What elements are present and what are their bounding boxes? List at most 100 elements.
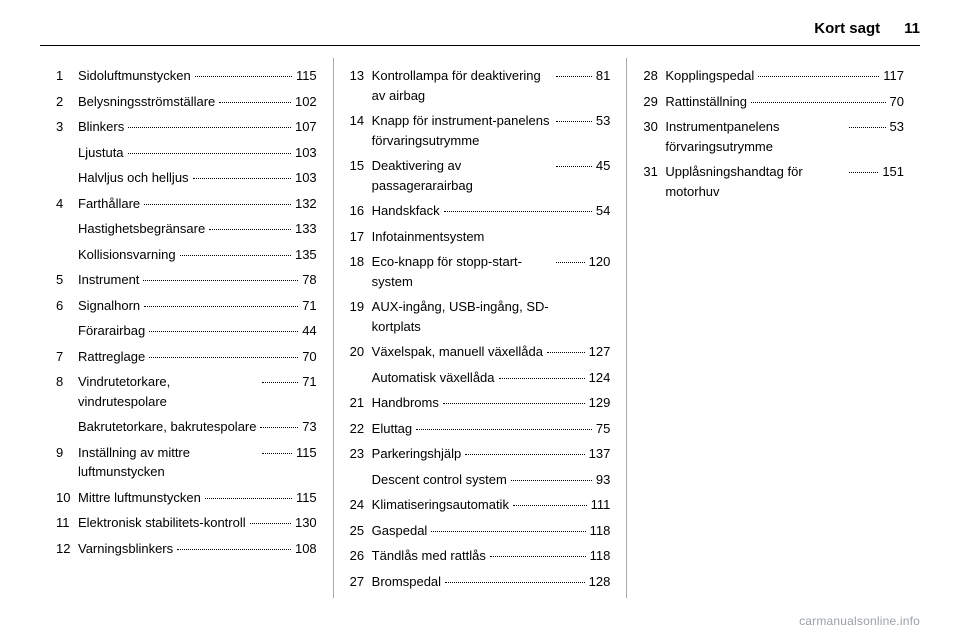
entry-label-wrap: Bakrutetorkare, bakrutespolare73: [78, 417, 317, 437]
index-entry: 23Parkeringshjälp137: [350, 444, 611, 464]
entry-label: Sidoluftmunstycken: [78, 66, 191, 86]
leader-dots: [751, 102, 886, 103]
entry-label-wrap: Elektronisk stabilitets-kontroll 130: [78, 513, 317, 533]
column-1: 1Sidoluftmunstycken1152Belysningsströmst…: [40, 58, 333, 598]
entry-number: 17: [350, 227, 372, 247]
entry-label: Inställning av mittre luftmunstycken: [78, 443, 258, 482]
leader-dots: [177, 549, 291, 550]
index-entry: 12Varningsblinkers108: [56, 539, 317, 559]
leader-dots: [556, 262, 585, 263]
index-entry: 3Blinkers107: [56, 117, 317, 137]
entry-label-wrap: Descent control system93: [372, 470, 611, 490]
index-entry: Hastighetsbegränsare133: [56, 219, 317, 239]
entry-page: 45: [596, 156, 610, 176]
index-entry: Bakrutetorkare, bakrutespolare73: [56, 417, 317, 437]
leader-dots: [250, 523, 291, 524]
entry-number: 25: [350, 521, 372, 541]
entry-label: Gaspedal: [372, 521, 428, 541]
entry-label-wrap: Instrument78: [78, 270, 317, 290]
index-entry: 6Signalhorn71: [56, 296, 317, 316]
index-entry: 21Handbroms129: [350, 393, 611, 413]
entry-number: 6: [56, 296, 78, 316]
entry-number: 31: [643, 162, 665, 182]
leader-dots: [445, 582, 585, 583]
index-entry: 19AUX-ingång, USB-ingång, SD-kortplats: [350, 297, 611, 336]
index-entry: 18Eco-knapp för stopp-start-system120: [350, 252, 611, 291]
entry-page: 102: [295, 92, 317, 112]
entry-label: Kollisionsvarning: [78, 245, 176, 265]
entry-label: Klimatiseringsautomatik: [372, 495, 509, 515]
entry-label-wrap: Handbroms129: [372, 393, 611, 413]
entry-label: Elektronisk stabilitets-kontroll: [78, 513, 246, 533]
entry-number: 20: [350, 342, 372, 362]
entry-number: 26: [350, 546, 372, 566]
entry-number: 10: [56, 488, 78, 508]
leader-dots: [513, 505, 587, 506]
index-entry: 14Knapp för instrument-panelens förvarin…: [350, 111, 611, 150]
entry-label-wrap: Eco-knapp för stopp-start-system120: [372, 252, 611, 291]
leader-dots: [209, 229, 291, 230]
section-title: Kort sagt: [814, 20, 880, 37]
entry-page: 129: [589, 393, 611, 413]
entry-page: 115: [296, 488, 317, 508]
entry-label-wrap: Instrumentpanelens förvaringsutrymme53: [665, 117, 904, 156]
index-entry: Descent control system93: [350, 470, 611, 490]
entry-page: 130: [295, 513, 317, 533]
entry-label: Eco-knapp för stopp-start-system: [372, 252, 552, 291]
leader-dots: [849, 127, 885, 128]
entry-label: Bromspedal: [372, 572, 441, 592]
entry-page: 70: [890, 92, 904, 112]
entry-label-wrap: Vindrutetorkare, vindrutespolare71: [78, 372, 317, 411]
entry-label: Handskfack: [372, 201, 440, 221]
leader-dots: [128, 127, 291, 128]
index-entry: 11Elektronisk stabilitets-kontroll 130: [56, 513, 317, 533]
entry-label: Växelspak, manuell växellåda: [372, 342, 543, 362]
entry-label: Eluttag: [372, 419, 412, 439]
index-entry: 2Belysningsströmställare102: [56, 92, 317, 112]
entry-number: 11: [56, 513, 78, 533]
entry-label-wrap: Parkeringshjälp137: [372, 444, 611, 464]
leader-dots: [260, 427, 298, 428]
index-entry: 22Eluttag 75: [350, 419, 611, 439]
entry-label: Ljustuta: [78, 143, 124, 163]
index-entry: Automatisk växellåda124: [350, 368, 611, 388]
entry-label: Signalhorn: [78, 296, 140, 316]
entry-page: 81: [596, 66, 610, 86]
entry-number: 13: [350, 66, 372, 86]
entry-label: Halvljus och helljus: [78, 168, 189, 188]
index-entry: 28Kopplingspedal117: [643, 66, 904, 86]
entry-label: Blinkers: [78, 117, 124, 137]
entry-number: 18: [350, 252, 372, 272]
index-entry: 5Instrument78: [56, 270, 317, 290]
index-entry: 4Farthållare132: [56, 194, 317, 214]
index-entry: 20Växelspak, manuell växellåda127: [350, 342, 611, 362]
entry-label-wrap: Blinkers107: [78, 117, 317, 137]
entry-label-wrap: Upplåsningshandtag för motorhuv151: [665, 162, 904, 201]
leader-dots: [444, 211, 592, 212]
leader-dots: [443, 403, 585, 404]
leader-dots: [219, 102, 291, 103]
entry-page: 93: [596, 470, 610, 490]
entry-number: 23: [350, 444, 372, 464]
leader-dots: [128, 153, 291, 154]
entry-number: 3: [56, 117, 78, 137]
entry-number: 22: [350, 419, 372, 439]
entry-number: 2: [56, 92, 78, 112]
entry-page: 137: [589, 444, 611, 464]
entry-label: Tändlås med rattlås: [372, 546, 486, 566]
index-entry: 17Infotainmentsystem: [350, 227, 611, 247]
entry-number: 4: [56, 194, 78, 214]
entry-label: Upplåsningshandtag för motorhuv: [665, 162, 845, 201]
entry-label-wrap: AUX-ingång, USB-ingång, SD-kortplats: [372, 297, 611, 336]
entry-page: 75: [596, 419, 610, 439]
leader-dots: [149, 331, 298, 332]
entry-label: Kopplingspedal: [665, 66, 754, 86]
page-header: Kort sagt 11: [40, 20, 920, 46]
entry-label-wrap: Gaspedal118: [372, 521, 611, 541]
entry-label: Varningsblinkers: [78, 539, 173, 559]
leader-dots: [262, 382, 298, 383]
entry-label-wrap: Varningsblinkers108: [78, 539, 317, 559]
entry-number: 9: [56, 443, 78, 463]
index-entry: 31Upplåsningshandtag för motorhuv151: [643, 162, 904, 201]
index-entry: 7Rattreglage70: [56, 347, 317, 367]
